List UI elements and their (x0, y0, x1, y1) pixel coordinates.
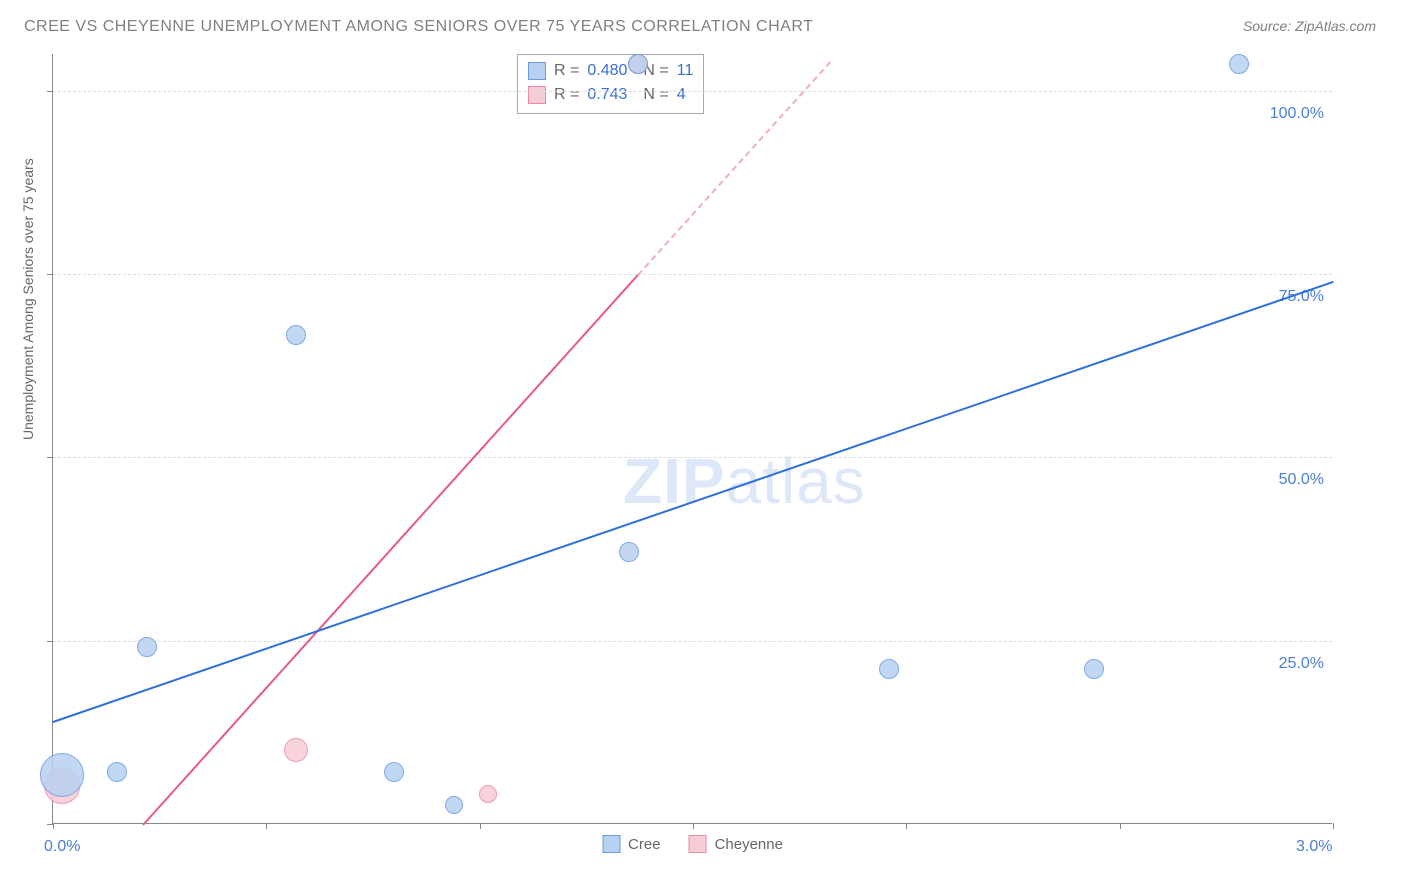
data-point (286, 325, 306, 345)
y-tick (47, 641, 53, 642)
data-point (137, 637, 157, 657)
data-point (619, 542, 639, 562)
data-point (1084, 659, 1104, 679)
x-tick-label-max: 3.0% (1296, 838, 1332, 856)
data-point (107, 762, 127, 782)
stats-row-cree: R = 0.480 N = 11 (528, 59, 693, 83)
trend-line (142, 274, 638, 825)
plot-area: ZIPatlas R = 0.480 N = 11 R = 0.743 N = … (52, 54, 1332, 824)
y-tick-label: 25.0% (1279, 655, 1324, 673)
stat-R-cree: 0.480 (587, 59, 627, 83)
x-tick (1120, 823, 1121, 829)
legend-label-cheyenne: Cheyenne (715, 836, 783, 853)
y-tick-label: 50.0% (1279, 471, 1324, 489)
trend-line (53, 281, 1334, 723)
data-point (40, 753, 84, 797)
x-tick-label-min: 0.0% (44, 838, 80, 856)
legend-item-cree: Cree (602, 835, 661, 853)
data-point (445, 796, 463, 814)
x-tick (906, 823, 907, 829)
data-point (479, 785, 497, 803)
legend: Cree Cheyenne (602, 835, 783, 853)
gridline-h (53, 274, 1332, 275)
watermark-atlas: atlas (726, 445, 866, 517)
y-tick (47, 91, 53, 92)
legend-swatch-cheyenne (689, 835, 707, 853)
y-axis-label: Unemployment Among Seniors over 75 years (20, 158, 36, 440)
data-point (284, 738, 308, 762)
x-tick (266, 823, 267, 829)
gridline-h (53, 641, 1332, 642)
data-point (384, 762, 404, 782)
legend-swatch-cree (602, 835, 620, 853)
stat-R-label: R = (554, 59, 579, 83)
data-point (628, 54, 648, 74)
stat-R-cheyenne: 0.743 (587, 83, 627, 107)
stat-R-label2: R = (554, 83, 579, 107)
data-point (1229, 54, 1249, 74)
data-point (879, 659, 899, 679)
swatch-cree (528, 62, 546, 80)
y-tick (47, 457, 53, 458)
stat-N-cheyenne: 4 (677, 83, 686, 107)
y-tick (47, 274, 53, 275)
gridline-h (53, 91, 1332, 92)
legend-item-cheyenne: Cheyenne (689, 835, 783, 853)
x-tick (693, 823, 694, 829)
chart-title: CREE VS CHEYENNE UNEMPLOYMENT AMONG SENI… (24, 18, 813, 36)
legend-label-cree: Cree (628, 836, 661, 853)
y-tick-label: 100.0% (1270, 105, 1324, 123)
source-label: Source: ZipAtlas.com (1243, 18, 1376, 34)
stats-box: R = 0.480 N = 11 R = 0.743 N = 4 (517, 54, 704, 114)
stat-N-label2: N = (643, 83, 668, 107)
gridline-h (53, 457, 1332, 458)
x-tick (480, 823, 481, 829)
stats-row-cheyenne: R = 0.743 N = 4 (528, 83, 693, 107)
swatch-cheyenne (528, 86, 546, 104)
x-tick (1333, 823, 1334, 829)
stat-N-cree: 11 (677, 59, 694, 83)
x-tick (53, 823, 54, 829)
